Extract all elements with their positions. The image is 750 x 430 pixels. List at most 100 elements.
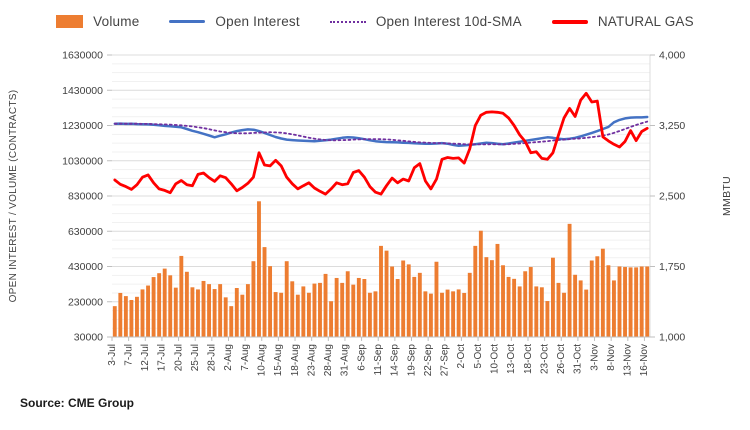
volume-bar	[456, 289, 461, 337]
left-axis-tick-label: 1230000	[62, 120, 103, 132]
chart-legend: Volume Open Interest Open Interest 10d-S…	[0, 14, 750, 29]
volume-bar	[129, 299, 134, 337]
x-axis-label: 13-Nov	[623, 344, 634, 376]
open-interest-sma-swatch	[329, 20, 366, 23]
volume-bar	[168, 275, 173, 337]
volume-bar	[550, 257, 555, 337]
x-axis-label: 18-Aug	[290, 344, 301, 376]
legend-item-open-interest: Open Interest	[169, 14, 300, 29]
volume-bar	[251, 261, 256, 337]
volume-bar	[606, 265, 611, 337]
volume-bar	[373, 291, 378, 337]
left-axis-tick-label: 1030000	[62, 155, 103, 167]
left-axis-tick-label: 1430000	[62, 85, 103, 97]
x-axis-label: 23-Oct	[539, 344, 550, 374]
x-axis-label: 7-Jul	[123, 344, 134, 366]
volume-bar	[118, 292, 123, 337]
legend-item-natural-gas: NATURAL GAS	[551, 14, 694, 29]
x-axis-label: 14-Sep	[390, 344, 401, 377]
volume-bar	[506, 276, 511, 337]
x-axis-label: 5-Oct	[473, 344, 484, 369]
volume-bar	[489, 260, 494, 337]
volume-bar	[201, 280, 206, 337]
left-axis-tick-label: 30000	[74, 332, 103, 344]
x-axis-label: 12-Jul	[140, 344, 151, 371]
legend-label-natural-gas: NATURAL GAS	[597, 14, 694, 29]
volume-bar	[306, 292, 311, 337]
legend-item-open-interest-sma: Open Interest 10d-SMA	[329, 14, 522, 29]
volume-bar	[223, 297, 228, 337]
volume-bar	[384, 250, 389, 337]
volume-bar	[628, 267, 633, 337]
volume-bar	[190, 287, 195, 337]
volume-bar	[312, 283, 317, 337]
x-axis-label: 20-Jul	[173, 344, 184, 371]
volume-bar	[434, 261, 439, 337]
x-axis-label: 7-Aug	[240, 344, 251, 371]
volume-bars	[112, 201, 650, 337]
left-axis-title: OPEN INTEREST / VOLUME (CONTRACTS)	[8, 90, 19, 303]
volume-bar	[135, 296, 139, 337]
x-axis-label: 17-Jul	[157, 344, 168, 371]
volume-bar	[412, 276, 417, 337]
volume-bar	[517, 286, 522, 337]
volume-bar	[123, 296, 128, 337]
volume-bar	[406, 264, 411, 337]
volume-bar	[523, 271, 528, 337]
x-axis-label: 6-Sep	[356, 344, 367, 371]
open-interest-line	[113, 115, 649, 148]
right-axis-tick-label: 3,250	[659, 120, 685, 132]
x-axis-label: 31-Aug	[340, 344, 351, 376]
volume-bar	[268, 266, 273, 337]
volume-bar	[428, 293, 433, 337]
volume-bar	[140, 289, 145, 337]
volume-bar	[334, 277, 339, 337]
volume-bar	[390, 266, 395, 337]
volume-bar	[345, 271, 350, 337]
natural-gas-line	[113, 91, 649, 196]
volume-bar	[584, 289, 589, 337]
volume-bar	[212, 289, 217, 337]
right-axis-tick-label: 1,000	[659, 332, 685, 344]
natural-gas-swatch	[551, 19, 588, 24]
volume-bar	[462, 292, 467, 337]
right-axis-title: MMBTU	[721, 176, 733, 216]
volume-bar	[340, 282, 345, 337]
left-axis-tick-label: 1630000	[62, 50, 103, 62]
volume-bar	[229, 306, 234, 337]
left-axis-labels: 1630000 1430000 1230000 1030000 830000 630000…	[62, 50, 112, 344]
x-axis-label: 8-Nov	[606, 344, 617, 371]
volume-bar	[273, 292, 278, 337]
x-axis-label: 13-Oct	[506, 344, 517, 374]
volume-bar	[284, 261, 289, 337]
volume-bar	[262, 247, 267, 337]
x-axis-label: 11-Sep	[373, 344, 384, 376]
x-axis-label: 25-Jul	[190, 344, 201, 371]
volume-bar	[157, 273, 162, 337]
volume-bar	[645, 266, 650, 337]
volume-bar	[146, 285, 150, 337]
left-axis-tick-label: 830000	[68, 191, 103, 203]
volume-bar	[184, 271, 189, 337]
volume-bar	[162, 268, 167, 337]
volume-bar	[445, 289, 450, 337]
volume-bar	[556, 282, 561, 337]
x-axis-label: 27-Sep	[440, 344, 451, 377]
volume-bar	[423, 291, 428, 337]
volume-bar	[573, 274, 578, 337]
right-axis-tick-label: 4,000	[659, 50, 685, 62]
right-axis-tick-label: 2,500	[659, 191, 685, 203]
volume-bar	[362, 279, 367, 337]
volume-bar	[639, 266, 644, 337]
x-axis-label: 10-Oct	[490, 344, 501, 374]
volume-bar	[623, 267, 627, 337]
volume-bar	[567, 223, 572, 337]
volume-swatch	[56, 15, 84, 28]
volume-bar	[379, 245, 383, 337]
volume-bar	[196, 289, 200, 337]
volume-bar	[318, 282, 322, 337]
volume-bar	[473, 245, 478, 337]
volume-bar	[207, 284, 212, 337]
volume-bar	[578, 280, 583, 337]
